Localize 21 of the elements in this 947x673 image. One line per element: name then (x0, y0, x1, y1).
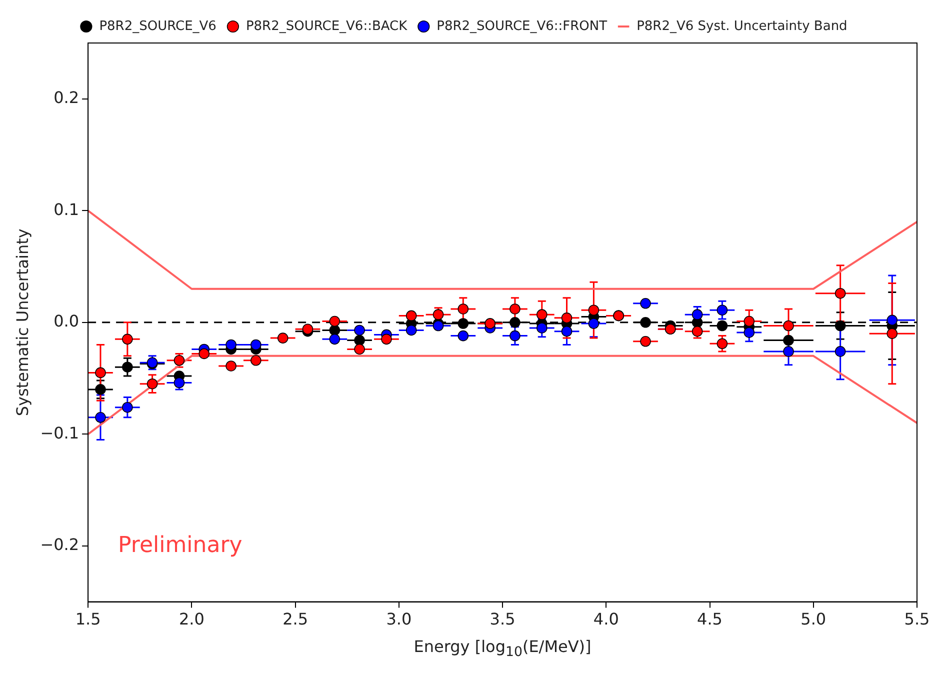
y-axis-title: Systematic Uncertainty (12, 228, 32, 416)
legend-label: P8R2_SOURCE_V6 (99, 18, 216, 34)
x-tick-label: 3.0 (386, 610, 412, 629)
x-tick-label: 4.5 (697, 610, 722, 629)
x-tick-label: 5.5 (904, 610, 930, 629)
x-tick-label: 3.5 (490, 610, 516, 629)
x-axis-title: Energy [log$_{10}$(E/MeV)] (412, 637, 592, 660)
y-tick-label: 0.0 (54, 312, 80, 331)
y-tick-label: 0.2 (54, 88, 80, 108)
legend-label: P8R2_SOURCE_V6::FRONT (436, 18, 608, 34)
x-tick-label: 5.0 (800, 610, 826, 629)
annotation: Preliminary (118, 532, 242, 558)
x-tick-label: 1.5 (75, 610, 101, 629)
x-tick-label: 2.0 (178, 610, 204, 629)
y-tick-label: −0.2 (40, 535, 80, 554)
x-tick-label: 4.0 (593, 610, 619, 629)
legend-label: P8R2_SOURCE_V6::BACK (246, 18, 408, 34)
y-tick-label: 0.1 (54, 200, 80, 219)
legend-label: P8R2_V6 Syst. Uncertainty Band (636, 18, 848, 34)
x-tick-label: 2.5 (282, 610, 308, 629)
y-tick-label: −0.1 (40, 423, 80, 442)
